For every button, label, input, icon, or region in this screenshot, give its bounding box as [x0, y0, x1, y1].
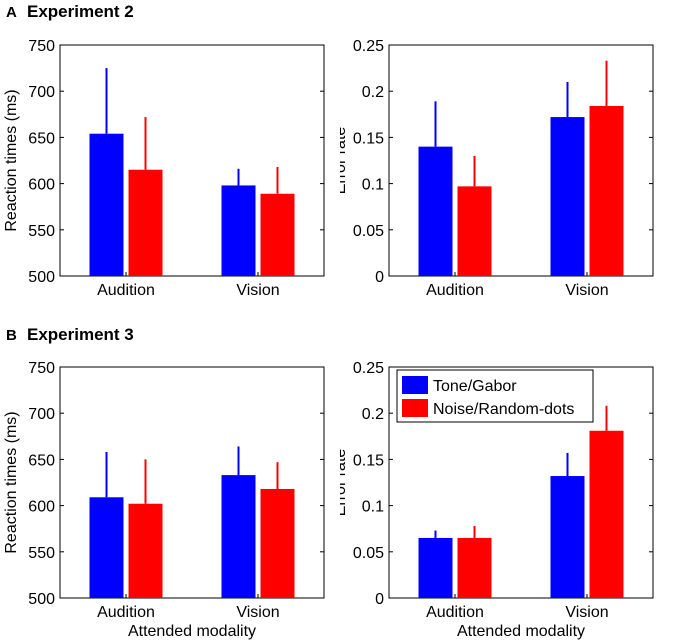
bar-audition-tone-gabor	[89, 133, 124, 276]
bar-audition-noise-random-dots	[457, 186, 492, 276]
x-tick-label: Audition	[426, 282, 484, 299]
x-tick-label: Vision	[236, 282, 279, 299]
legend-swatch	[402, 399, 428, 417]
legend-label: Tone/Gabor	[433, 378, 517, 395]
y-tick-label: 0.2	[362, 406, 384, 423]
section-b-title: Experiment 3	[27, 325, 134, 344]
y-tick-label: 750	[28, 38, 55, 55]
bar-audition-tone-gabor	[418, 537, 453, 598]
x-tick-label: Audition	[97, 604, 155, 621]
chart-exp2-reaction-times: 500 550 600 650 700 750 Reaction times (ms) Aud…	[3, 38, 325, 299]
chart-exp3-error-rate: 0 0.05 0.1 0.15 0.2 0.25 Error rate Audition Vis…	[340, 360, 654, 640]
y-tick-label: 0.05	[353, 223, 384, 240]
y-tick-label: 0.25	[353, 38, 384, 55]
bar-vision-tone-gabor	[221, 185, 256, 276]
section-a-letter: A	[6, 4, 17, 21]
x-tick-label: Audition	[426, 604, 484, 621]
y-tick-label: 500	[28, 269, 55, 286]
section-a-title: Experiment 2	[27, 2, 134, 21]
y-tick-label: 0.15	[353, 452, 384, 469]
bar-vision-noise-random-dots	[260, 193, 295, 276]
bar-vision-noise-random-dots	[589, 430, 624, 598]
y-tick-label: 600	[28, 177, 55, 194]
x-tick-label: Vision	[565, 604, 608, 621]
y-tick-label: 0.25	[353, 360, 384, 377]
y-tick-label: 0.15	[353, 130, 384, 147]
y-tick-label: 0	[375, 591, 384, 608]
x-tick-label: Audition	[97, 282, 155, 299]
bar-audition-tone-gabor	[418, 146, 453, 276]
bar-audition-noise-random-dots	[128, 169, 163, 276]
y-tick-label: 600	[28, 499, 55, 516]
y-axis-label: Error rate	[340, 449, 349, 517]
x-tick-label: Vision	[565, 282, 608, 299]
chart-exp3-reaction-times: 500 550 600 650 700 750 Reaction times (ms) Aud…	[3, 360, 325, 640]
y-tick-label: 650	[28, 452, 55, 469]
bar-vision-noise-random-dots	[260, 488, 295, 598]
bar-vision-tone-gabor	[550, 476, 585, 598]
y-tick-label: 650	[28, 130, 55, 147]
y-tick-label: 550	[28, 223, 55, 240]
x-axis-label: Attended modality	[457, 623, 585, 640]
y-axis-label: Reaction times (ms)	[3, 411, 20, 553]
x-tick-label: Vision	[236, 604, 279, 621]
y-tick-label: 0.1	[362, 499, 384, 516]
y-axis-label: Error rate	[340, 127, 349, 195]
y-axis-label: Reaction times (ms)	[3, 89, 20, 231]
y-tick-label: 700	[28, 406, 55, 423]
bar-vision-tone-gabor	[550, 117, 585, 277]
legend-box	[396, 369, 594, 423]
y-tick-label: 0.1	[362, 177, 384, 194]
y-tick-label: 500	[28, 591, 55, 608]
y-tick-label: 750	[28, 360, 55, 377]
y-tick-label: 700	[28, 84, 55, 101]
bar-audition-tone-gabor	[89, 497, 124, 598]
x-axis-label: Attended modality	[128, 623, 256, 640]
bar-vision-noise-random-dots	[589, 105, 624, 276]
legend: Tone/Gabor Noise/Random-dots	[396, 369, 594, 423]
y-tick-label: 0.05	[353, 545, 384, 562]
section-b-letter: B	[6, 327, 17, 344]
bar-audition-noise-random-dots	[128, 503, 163, 598]
y-tick-label: 0.2	[362, 84, 384, 101]
legend-label: Noise/Random-dots	[433, 401, 574, 418]
legend-swatch	[402, 376, 428, 394]
chart-exp2-error-rate: 0 0.05 0.1 0.15 0.2 0.25 Error rate Audition Vis…	[340, 38, 654, 299]
y-tick-label: 550	[28, 545, 55, 562]
y-tick-label: 0	[375, 269, 384, 286]
bar-vision-tone-gabor	[221, 475, 256, 598]
bar-audition-noise-random-dots	[457, 537, 492, 598]
